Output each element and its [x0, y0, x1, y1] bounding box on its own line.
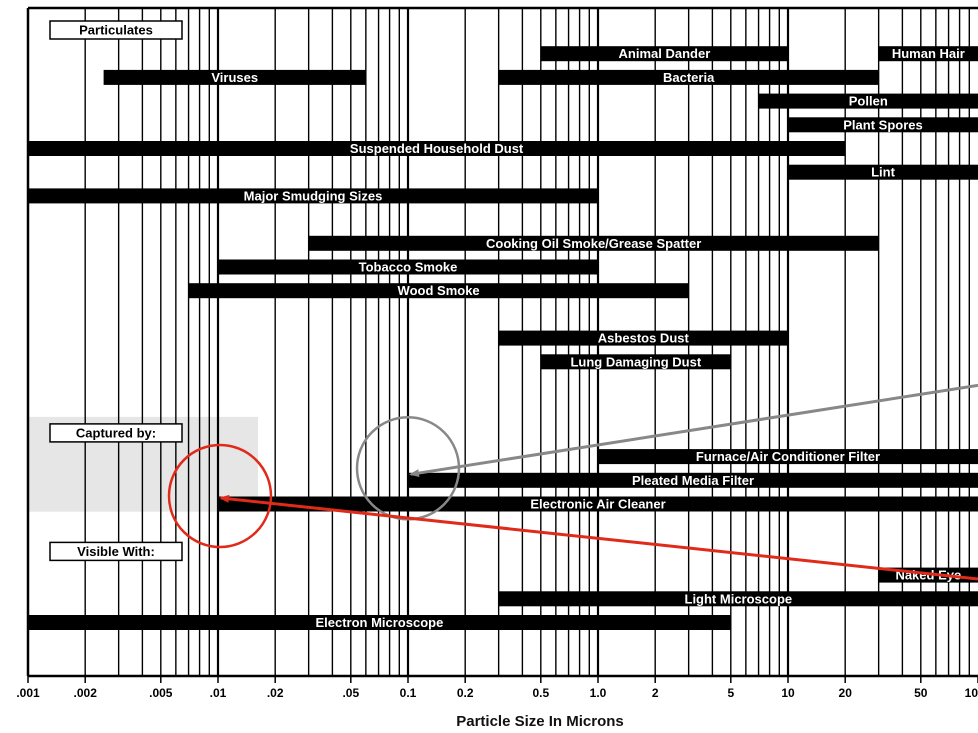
bar-rect	[758, 93, 978, 109]
size-range-bar: Plant Spores	[788, 117, 978, 133]
bar-rect	[103, 69, 366, 85]
x-tick-label: .005	[149, 686, 173, 700]
size-range-bar: Electron Microscope	[28, 615, 731, 630]
bar-label: Light Microscope	[685, 591, 793, 606]
section-labels: Particulates Captured by: Visible With:	[49, 20, 183, 562]
x-tick-label: 0.2	[457, 686, 474, 700]
size-range-bar: Pollen	[758, 93, 978, 109]
red-highlight-circle	[167, 443, 273, 549]
x-axis-title: Particle Size In Microns	[456, 713, 624, 730]
bar-label: Wood Smoke	[398, 283, 480, 298]
x-tick-label: 0.1	[400, 686, 417, 700]
x-tick-label: .05	[342, 686, 359, 700]
x-tick-label: .001	[16, 686, 40, 700]
bar-label: Suspended Household Dust	[350, 141, 524, 156]
x-tick-label: 50	[914, 686, 928, 700]
size-range-bar: Tobacco Smoke	[218, 259, 598, 275]
bar-label: Plant Spores	[843, 117, 922, 132]
red-arrow	[219, 494, 978, 581]
bar-label: Lung Damaging Dust	[570, 354, 701, 369]
bar-label: Furnace/Air Conditioner Filter	[696, 449, 880, 464]
bar-rect	[788, 164, 978, 180]
size-range-bar: Viruses	[103, 69, 366, 85]
size-range-bar: Pleated Media Filter	[408, 472, 978, 488]
x-tick-label: .01	[210, 686, 227, 700]
section-label-text: Particulates	[79, 23, 153, 38]
section-label-text: Captured by:	[76, 425, 156, 440]
section-box	[49, 423, 183, 443]
bar-rect	[218, 259, 598, 275]
size-range-bar: Bacteria	[498, 69, 879, 85]
chart-frame	[26, 6, 978, 678]
size-range-bar: Human Hair	[878, 46, 978, 62]
size-range-bar: Furnace/Air Conditioner Filter	[598, 449, 978, 465]
bar-label: Human Hair	[892, 46, 965, 61]
bar-label: Viruses	[211, 70, 258, 85]
section-label: Captured by:	[49, 423, 183, 443]
bar-label: Asbestos Dust	[598, 331, 690, 346]
size-range-bar: Electronic Air Cleaner	[218, 496, 978, 512]
size-range-bar: Wood Smoke	[188, 283, 689, 299]
bar-label: Tobacco Smoke	[359, 260, 458, 275]
bar-rect	[28, 141, 846, 156]
bar-label: Pleated Media Filter	[632, 473, 754, 488]
size-range-bar: Animal Dander	[540, 46, 788, 62]
x-tick-label: 10	[965, 686, 978, 700]
size-range-bar: Lung Damaging Dust	[540, 354, 731, 370]
section-label: Visible With:	[49, 541, 183, 562]
bar-rect	[878, 46, 978, 62]
bar-label: Cooking Oil Smoke/Grease Spatter	[486, 236, 701, 251]
size-range-bar: Major Smudging Sizes	[28, 188, 598, 204]
bar-rect	[540, 46, 788, 62]
size-range-bar: Cooking Oil Smoke/Grease Spatter	[308, 235, 879, 251]
section-box	[49, 20, 183, 40]
section-box	[49, 541, 183, 562]
size-range-bars: Animal Dander Human Hair Viruses Bacteria Po…	[28, 46, 978, 630]
bar-rect	[188, 283, 689, 299]
annotations	[167, 383, 978, 581]
x-axis-ticks: .001 .002 .005 .01 .02 .05 0.1 0.2 0.5 1.0 2 5 10 20 5…	[16, 686, 978, 700]
bar-rect	[540, 354, 731, 370]
size-range-bar: Asbestos Dust	[498, 330, 788, 346]
gray-arrow	[409, 383, 978, 478]
x-tick-label: 20	[839, 686, 853, 700]
bar-rect	[598, 449, 978, 465]
bar-label: Pollen	[849, 94, 888, 109]
size-range-bar: Suspended Household Dust	[28, 141, 846, 156]
bar-label: Electronic Air Cleaner	[530, 497, 665, 512]
bar-rect	[28, 188, 598, 204]
bar-label: Bacteria	[663, 70, 715, 85]
size-range-bar: Light Microscope	[498, 591, 978, 607]
x-tick-label: .002	[74, 686, 98, 700]
bar-label: Animal Dander	[619, 46, 711, 61]
bar-rect	[218, 496, 978, 512]
bar-label: Electron Microscope	[315, 615, 443, 630]
bar-rect	[788, 117, 978, 133]
x-tick-label: 10	[781, 686, 795, 700]
x-tick-label: .02	[267, 686, 284, 700]
size-range-bar: Lint	[788, 164, 978, 180]
bar-rect	[308, 235, 879, 251]
bar-rect	[498, 591, 978, 607]
x-tick-label: 0.5	[532, 686, 549, 700]
x-tick-label: 1.0	[590, 686, 607, 700]
section-label: Particulates	[49, 20, 183, 40]
bar-rect	[408, 472, 978, 488]
section-label-text: Visible With:	[77, 544, 155, 559]
x-tick-label: 2	[652, 686, 659, 700]
bar-label: Lint	[871, 165, 895, 180]
x-tick-label: 5	[727, 686, 734, 700]
bar-label: Major Smudging Sizes	[244, 188, 383, 203]
bar-rect	[498, 69, 879, 85]
bar-rect	[498, 330, 788, 346]
bar-rect	[28, 615, 731, 630]
